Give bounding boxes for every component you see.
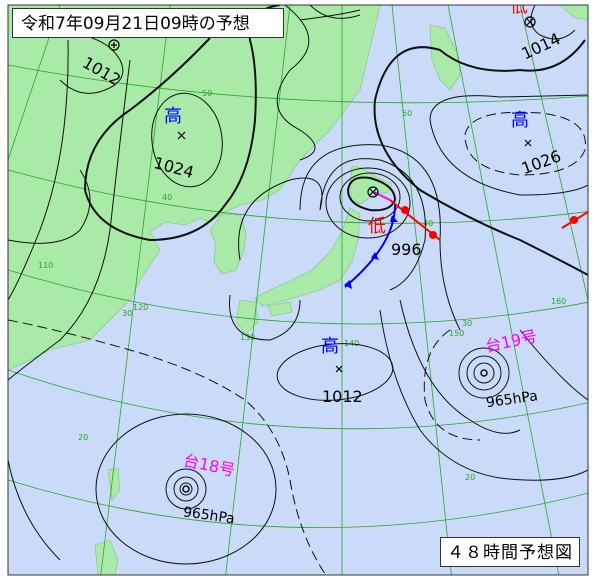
grid-label: 40 xyxy=(162,193,172,202)
cold-front xyxy=(344,204,396,288)
grid-label: 130 xyxy=(240,333,255,342)
high-nw-symbol: 高 xyxy=(164,106,182,127)
grid-label: 20 xyxy=(78,433,88,442)
low-hokkaido-symbol: 低 xyxy=(368,216,386,237)
high-ne-symbol: 高 xyxy=(511,110,529,131)
land-korea xyxy=(209,213,247,275)
isobars xyxy=(8,5,588,575)
grid-label: 150 xyxy=(449,329,464,338)
land-kamchatka xyxy=(559,5,588,21)
low-nne-symbol: 低 xyxy=(510,0,528,17)
grid-label: 20 xyxy=(465,473,475,482)
map-border xyxy=(7,4,589,576)
land-asia xyxy=(8,5,381,371)
grid-label: 160 xyxy=(551,297,566,306)
grid-label: 40 xyxy=(423,219,433,228)
occluded-front xyxy=(373,191,391,201)
center-marks xyxy=(108,16,536,373)
land-philippines xyxy=(94,539,119,575)
land-kyushu xyxy=(235,299,259,335)
typhoon-18-pressure: 965hPa xyxy=(182,504,236,527)
land-honshu xyxy=(254,207,361,307)
high-center-x xyxy=(177,131,186,140)
map-title: 令和7年09月21日09時の予想 xyxy=(12,8,284,38)
land-shikoku xyxy=(267,301,293,317)
grid-label: 110 xyxy=(38,261,53,270)
grid-label: 50 xyxy=(402,109,412,118)
land-sakhalin xyxy=(429,24,461,91)
grid-labels: 50 50 40 40 30 30 20 20 110 120 130 140 … xyxy=(38,89,566,482)
grid-label: 30 xyxy=(122,309,132,318)
forecast-label: ４８時間予想図 xyxy=(440,537,580,567)
grid-label: 30 xyxy=(462,319,472,328)
low-hokkaido-pressure: 996 xyxy=(391,240,422,259)
typhoon-19-pressure: 965hPa xyxy=(485,388,539,411)
fronts xyxy=(344,191,588,289)
grid-label: 120 xyxy=(133,303,148,312)
high-s-pressure: 1012 xyxy=(322,387,363,406)
high-s-symbol: 高 xyxy=(321,336,339,357)
grid-label: 50 xyxy=(202,89,212,98)
